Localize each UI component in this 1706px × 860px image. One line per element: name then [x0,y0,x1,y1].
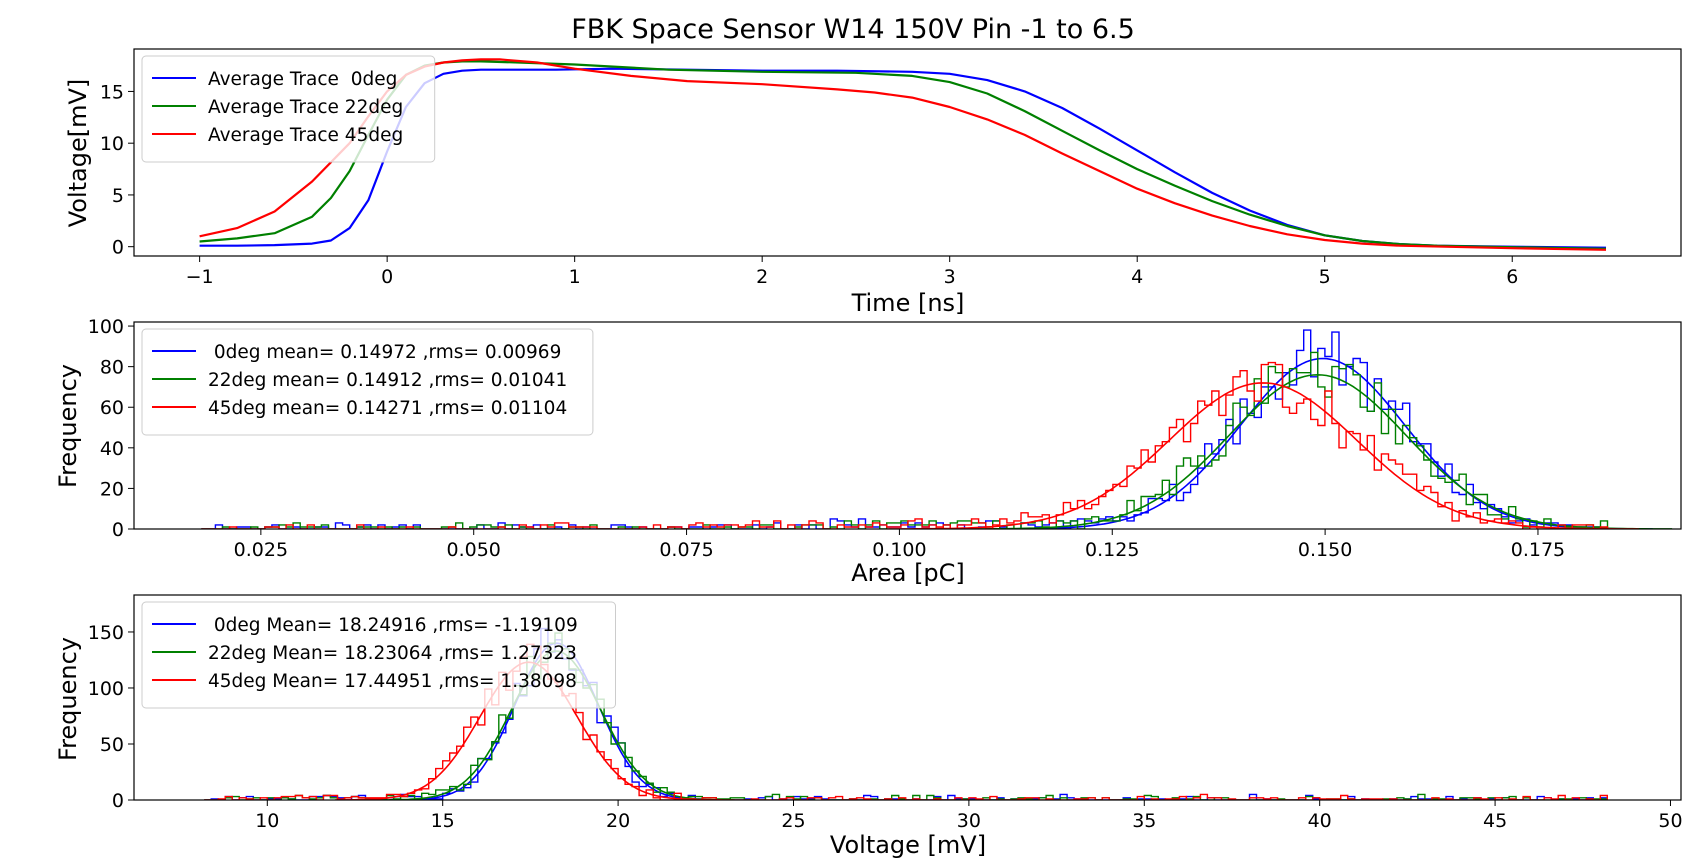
x-tick-label: 40 [1308,810,1332,832]
y-tick-label: 0 [112,519,124,541]
y-tick-label: 10 [100,133,124,155]
x-tick-label: 5 [1319,266,1331,288]
x-tick-label: 25 [781,810,805,832]
x-tick-label: −1 [186,266,214,288]
x-tick-label: 2 [756,266,768,288]
x-tick-label: 0.175 [1511,539,1565,561]
y-tick-label: 100 [88,316,124,338]
x-tick-label: 10 [255,810,279,832]
y-tick-label: 50 [100,734,124,756]
voltage-panel: 10 15 20 25 30 35 40 45 50 0 50 100 150 Voltage [mV… [54,594,1683,859]
area-y-ticks: 0 20 40 60 80 100 [88,316,134,541]
axes-frame [133,321,1682,530]
histogram-steps [201,329,1615,529]
y-tick-label: 15 [100,81,124,103]
y-tick-label: 100 [88,678,124,700]
area-y-label: Frequency [54,364,82,488]
figure-title: FBK Space Sensor W14 150V Pin -1 to 6.5 [571,14,1135,45]
x-tick-label: 0.125 [1085,539,1139,561]
x-tick-label: 30 [957,810,981,832]
trace-x-ticks: −1 0 1 2 3 4 5 6 [186,256,1518,288]
area-legend: 0deg mean= 0.14972 ,rms= 0.00969 22deg me… [141,328,594,436]
trace-y-ticks: 0 5 10 15 [100,81,134,259]
area-panel: 0.025 0.050 0.075 0.100 0.125 0.150 0.175 0 20 4… [54,316,1682,587]
y-tick-label: 60 [100,397,124,419]
x-tick-label: 15 [431,810,455,832]
legend-label: 0deg Mean= 18.24916 ,rms= -1.19109 [208,615,578,636]
trace-legend: Average Trace 0deg Average Trace 22deg Ave… [141,55,436,163]
legend-label: 45deg Mean= 17.44951 ,rms= 1.38098 [208,671,577,692]
x-tick-label: 0.150 [1298,539,1352,561]
x-tick-label: 35 [1132,810,1156,832]
trace-x-label: Time [ns] [851,289,965,317]
x-tick-label: 20 [606,810,630,832]
x-tick-label: 0.100 [872,539,926,561]
x-tick-label: 0 [381,266,393,288]
voltage-legend: 0deg Mean= 18.24916 ,rms= -1.19109 22deg … [141,601,616,709]
legend-label: Average Trace 22deg [208,97,403,118]
voltage-y-ticks: 0 50 100 150 [88,622,134,812]
gaussian-fit-line [992,357,1653,529]
voltage-x-ticks: 10 15 20 25 30 35 40 45 50 [255,800,1683,832]
x-tick-label: 45 [1483,810,1507,832]
y-tick-label: 80 [100,357,124,379]
x-tick-label: 1 [569,266,581,288]
x-tick-label: 0.025 [234,539,288,561]
legend-label: 45deg mean= 0.14271 ,rms= 0.01104 [208,398,567,419]
gaussian-fit-line [963,373,1673,529]
x-tick-label: 0.075 [659,539,713,561]
y-tick-label: 0 [112,790,124,812]
axes-frame [133,48,1682,257]
x-tick-label: 3 [944,266,956,288]
trace-panel: −1 0 1 2 3 4 5 6 0 5 10 15 Time [ns] Voltage[mV] A… [64,48,1682,317]
y-tick-label: 20 [100,478,124,500]
legend-box [141,55,436,163]
x-tick-label: 6 [1506,266,1518,288]
gaussian-fit-line [887,382,1640,529]
area-series-group [201,329,1673,529]
legend-box [141,601,616,709]
trace-y-label: Voltage[mV] [64,79,92,228]
area-x-ticks: 0.025 0.050 0.075 0.100 0.125 0.150 0.175 [234,529,1565,561]
legend-label: 22deg mean= 0.14912 ,rms= 0.01041 [208,370,567,391]
histogram-steps [201,361,1615,529]
x-tick-label: 50 [1658,810,1682,832]
y-tick-label: 40 [100,438,124,460]
legend-label: 0deg mean= 0.14972 ,rms= 0.00969 [208,342,561,363]
histogram-steps [204,632,1608,800]
area-x-label: Area [pC] [851,559,965,587]
y-tick-label: 150 [88,622,124,644]
axes-frame [133,594,1682,801]
x-tick-label: 4 [1131,266,1143,288]
legend-label: Average Trace 0deg [208,69,397,90]
voltage-plot-area [133,594,1682,801]
legend-label: 22deg Mean= 18.23064 ,rms= 1.27323 [208,643,577,664]
legend-box [141,328,594,436]
voltage-y-label: Frequency [54,637,82,761]
y-tick-label: 0 [112,237,124,259]
area-plot-area [133,321,1682,530]
voltage-x-label: Voltage [mV] [830,831,986,859]
histogram-steps [201,351,1615,529]
legend-label: Average Trace 45deg [208,125,403,146]
x-tick-label: 0.050 [447,539,501,561]
y-tick-label: 5 [112,185,124,207]
